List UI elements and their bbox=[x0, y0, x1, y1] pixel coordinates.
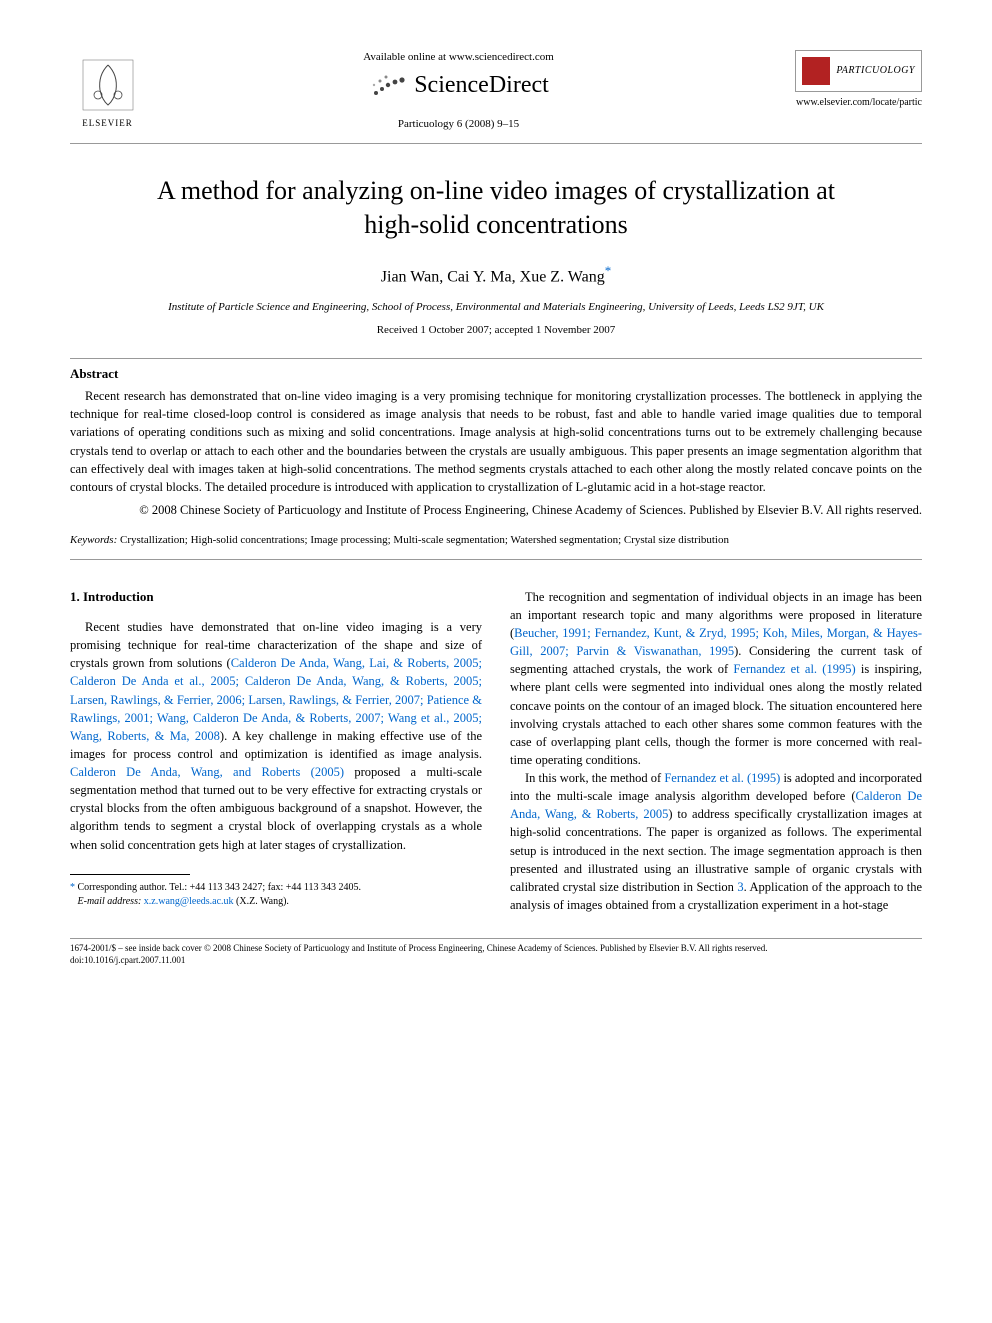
keywords-label: Keywords: bbox=[70, 534, 117, 546]
abstract-heading: Abstract bbox=[70, 365, 922, 383]
affiliation: Institute of Particle Science and Engine… bbox=[70, 300, 922, 314]
intro-paragraph-1: Recent studies have demonstrated that on… bbox=[70, 618, 482, 854]
left-column: 1. Introduction Recent studies have demo… bbox=[70, 588, 482, 914]
sciencedirect-text: ScienceDirect bbox=[414, 69, 549, 103]
citation-link[interactable]: Fernandez et al. (1995) bbox=[664, 771, 780, 785]
section-heading-intro: 1. Introduction bbox=[70, 588, 482, 606]
corresponding-mark: * bbox=[605, 263, 612, 278]
article-dates: Received 1 October 2007; accepted 1 Nove… bbox=[70, 323, 922, 338]
authors-line: Jian Wan, Cai Y. Ma, Xue Z. Wang* bbox=[70, 262, 922, 289]
title-rule bbox=[70, 358, 922, 359]
right-column: The recognition and segmentation of indi… bbox=[510, 588, 922, 914]
body-columns: 1. Introduction Recent studies have demo… bbox=[70, 588, 922, 914]
journal-name: PARTICUOLOGY bbox=[836, 64, 915, 78]
elsevier-logo: ELSEVIER bbox=[70, 50, 145, 135]
journal-badge: PARTICUOLOGY bbox=[795, 50, 922, 92]
r-p1-post: is inspiring, where plant cells were seg… bbox=[510, 662, 922, 767]
abstract-copyright: © 2008 Chinese Society of Particuology a… bbox=[70, 502, 922, 520]
footer-copyright: 1674-2001/$ – see inside back cover © 20… bbox=[70, 943, 922, 955]
right-paragraph-1: The recognition and segmentation of indi… bbox=[510, 588, 922, 769]
citation-link[interactable]: Calderon De Anda, Wang, and Roberts (200… bbox=[70, 765, 344, 779]
authors-text: Jian Wan, Cai Y. Ma, Xue Z. Wang bbox=[381, 268, 605, 285]
journal-citation: Particuology 6 (2008) 9–15 bbox=[165, 117, 752, 132]
footer-doi: doi:10.1016/j.cpart.2007.11.001 bbox=[70, 955, 922, 967]
footnote-separator bbox=[70, 874, 190, 875]
footnote-email-post: (X.Z. Wang). bbox=[234, 896, 289, 907]
corresponding-footnote: * Corresponding author. Tel.: +44 113 34… bbox=[70, 881, 482, 909]
journal-logo-box: PARTICUOLOGY www.elsevier.com/locate/par… bbox=[772, 50, 922, 110]
elsevier-label: ELSEVIER bbox=[82, 117, 133, 130]
article-title: A method for analyzing on-line video ima… bbox=[130, 174, 862, 242]
journal-url: www.elsevier.com/locate/partic bbox=[772, 96, 922, 110]
keywords-rule bbox=[70, 559, 922, 560]
footnote-mark: * bbox=[70, 882, 75, 893]
sciencedirect-logo: ScienceDirect bbox=[368, 69, 549, 103]
available-online-text: Available online at www.sciencedirect.co… bbox=[165, 50, 752, 65]
footnote-email-link[interactable]: x.z.wang@leeds.ac.uk bbox=[144, 896, 234, 907]
elsevier-tree-icon bbox=[78, 55, 138, 115]
right-paragraph-2: In this work, the method of Fernandez et… bbox=[510, 769, 922, 914]
header-row: ELSEVIER Available online at www.science… bbox=[70, 50, 922, 135]
journal-icon bbox=[802, 57, 830, 85]
keywords-text: Crystallization; High-solid concentratio… bbox=[120, 534, 729, 546]
sciencedirect-swirl-icon bbox=[368, 71, 408, 101]
footnote-line1: Corresponding author. Tel.: +44 113 343 … bbox=[78, 882, 362, 893]
r-p2-pre: In this work, the method of bbox=[525, 771, 664, 785]
center-header: Available online at www.sciencedirect.co… bbox=[145, 50, 772, 132]
abstract-text: Recent research has demonstrated that on… bbox=[70, 387, 922, 496]
footnote-email-label: E-mail address: bbox=[78, 896, 142, 907]
header-rule bbox=[70, 143, 922, 144]
keywords-line: Keywords: Crystallization; High-solid co… bbox=[70, 533, 922, 548]
footer-separator bbox=[70, 938, 922, 939]
citation-link[interactable]: Fernandez et al. (1995) bbox=[733, 662, 855, 676]
